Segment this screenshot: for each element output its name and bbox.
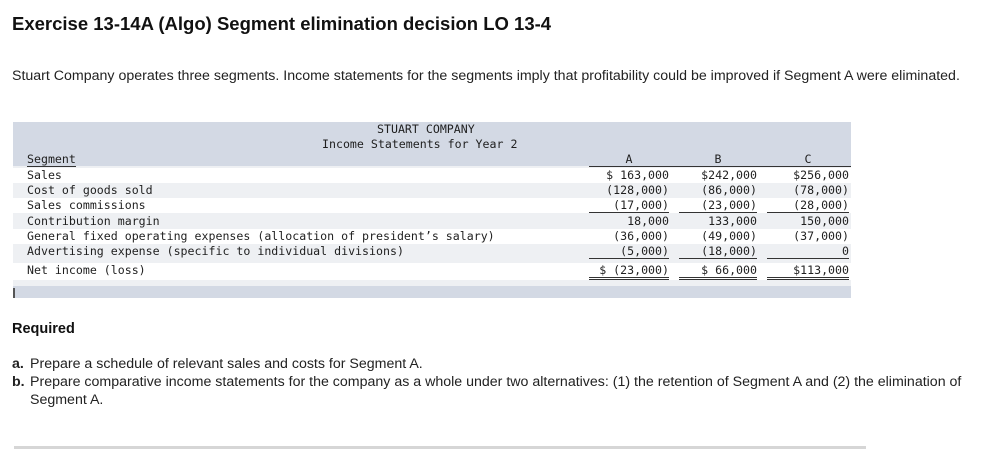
segment-a-value: 18,000 bbox=[627, 214, 669, 228]
segment-c-value: $113,000 bbox=[767, 263, 849, 280]
requirements-list: a. Prepare a schedule of relevant sales … bbox=[12, 355, 972, 409]
footer-divider bbox=[14, 446, 866, 449]
requirement-b: b. Prepare comparative income statements… bbox=[12, 373, 972, 409]
segment-b-value: (18,000) bbox=[679, 244, 757, 259]
segment-a-value: (128,000) bbox=[606, 183, 669, 197]
row-label: Net income (loss) bbox=[27, 263, 146, 277]
footer-band bbox=[13, 286, 851, 298]
segment-c-value: (28,000) bbox=[767, 198, 849, 213]
requirement-letter: a. bbox=[12, 356, 24, 372]
row-label: Sales commissions bbox=[27, 198, 146, 212]
table-row: Net income (loss) $ (23,000) $ 66,000 $1… bbox=[13, 263, 851, 280]
row-label: Contribution margin bbox=[27, 214, 160, 228]
segment-a-value: (17,000) bbox=[589, 198, 669, 213]
table-row: Sales commissions (17,000) (23,000) (28,… bbox=[13, 198, 851, 213]
segment-b-value: (86,000) bbox=[701, 183, 757, 197]
row-label: General fixed operating expenses (alloca… bbox=[27, 229, 495, 243]
segment-c-value: 150,000 bbox=[800, 214, 849, 228]
segment-b-value: (23,000) bbox=[679, 198, 757, 213]
segment-c-value: (37,000) bbox=[793, 229, 849, 243]
required-heading: Required bbox=[12, 321, 75, 337]
segment-a-value: (5,000) bbox=[589, 244, 669, 259]
segment-a-value: $ (23,000) bbox=[589, 263, 669, 280]
segment-b-value: $242,000 bbox=[701, 168, 757, 182]
segment-b-value: 133,000 bbox=[708, 214, 757, 228]
segment-a-value: $ 163,000 bbox=[606, 168, 669, 182]
requirement-text: Prepare a schedule of relevant sales and… bbox=[30, 356, 423, 372]
intro-text: Stuart Company operates three segments. … bbox=[12, 68, 960, 84]
requirement-a: a. Prepare a schedule of relevant sales … bbox=[12, 355, 972, 373]
column-header-a: A bbox=[625, 152, 633, 166]
statement-subtitle: Income Statements for Year 2 bbox=[322, 137, 518, 151]
exercise-title: Exercise 13-14A (Algo) Segment eliminati… bbox=[12, 13, 552, 34]
segment-label: Segment bbox=[27, 152, 76, 167]
segment-a-value: (36,000) bbox=[613, 229, 669, 243]
segment-c-value: 0 bbox=[767, 244, 849, 259]
table-row: Advertising expense (specific to individ… bbox=[13, 244, 851, 259]
column-header-row: Segment A B C bbox=[13, 152, 851, 167]
table-row: Cost of goods sold (128,000) (86,000) (7… bbox=[13, 183, 851, 198]
segment-b-value: (49,000) bbox=[701, 229, 757, 243]
row-label: Cost of goods sold bbox=[27, 183, 153, 197]
income-statement-table: STUART COMPANY Income Statements for Yea… bbox=[13, 122, 851, 298]
table-row: General fixed operating expenses (alloca… bbox=[13, 229, 851, 244]
requirement-text: Prepare comparative income statements fo… bbox=[30, 374, 962, 408]
segment-c-value: $256,000 bbox=[793, 168, 849, 182]
table-edge-mark bbox=[13, 288, 15, 298]
segment-b-value: $ 66,000 bbox=[679, 263, 757, 280]
table-row: Sales $ 163,000 $242,000 $256,000 bbox=[13, 168, 851, 183]
segment-c-value: (78,000) bbox=[793, 183, 849, 197]
row-label: Sales bbox=[27, 168, 62, 182]
column-header-b: B bbox=[714, 152, 722, 166]
table-row: Contribution margin 18,000 133,000 150,0… bbox=[13, 214, 851, 229]
column-header-c: C bbox=[804, 152, 812, 166]
requirement-letter: b. bbox=[12, 374, 25, 390]
header-band bbox=[13, 122, 851, 166]
header-underline bbox=[589, 166, 851, 167]
company-name: STUART COMPANY bbox=[377, 122, 475, 136]
row-label: Advertising expense (specific to individ… bbox=[27, 244, 404, 258]
